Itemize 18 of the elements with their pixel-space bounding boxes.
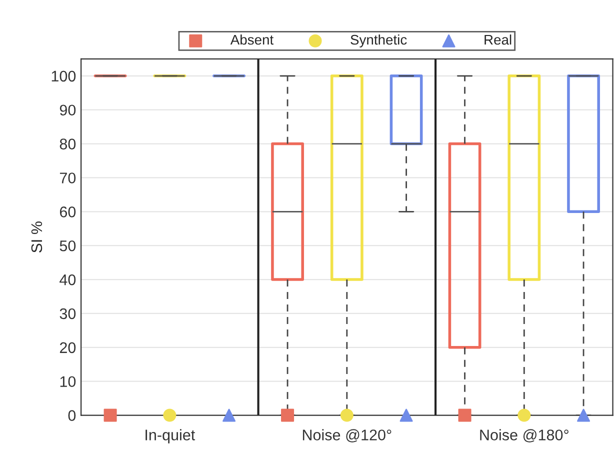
y-tick-label: 70: [60, 172, 76, 184]
y-axis-title: SI %: [31, 222, 42, 253]
x-tick-label: Noise @120°: [302, 429, 392, 442]
y-tick-label: 30: [60, 308, 76, 320]
legend-label: Synthetic: [350, 34, 407, 48]
y-tick-label: 80: [60, 138, 76, 150]
y-tick-label: 20: [60, 342, 76, 354]
y-tick-label: 100: [52, 70, 76, 82]
y-tick-label: 10: [60, 376, 76, 388]
y-tick-label: 0: [68, 410, 76, 421]
x-tick-label: Noise @180°: [480, 429, 568, 442]
y-tick-label: 90: [60, 104, 76, 116]
y-tick-label: 60: [60, 206, 76, 218]
x-tick-label: In-quiet: [146, 429, 196, 444]
y-tick-label: 40: [60, 274, 76, 286]
legend-label: Real: [484, 34, 512, 45]
legend-label: Absent: [230, 34, 274, 45]
y-tick-label: 50: [60, 240, 76, 252]
